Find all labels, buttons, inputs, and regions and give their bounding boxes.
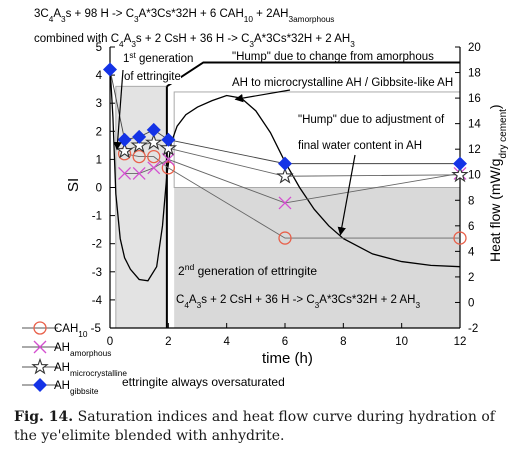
y-tick-label-left: -4 [92,295,103,307]
x-tick-label: 0 [107,336,113,348]
annotation-arrow-hump2 [337,154,356,236]
x-tick-label: 4 [223,336,230,348]
y-tick-label-right: 0 [468,297,474,309]
legend-star-marker [31,357,49,375]
y-tick-label-left: 2 [96,126,102,138]
legend: CAH10 -5 AHamorphous AHmicrocrystalline AHg… [22,321,127,396]
circle-marker [453,231,467,245]
reaction-equation-top: 3C4A3s + 98 H -> C3A*3Cs*32H + 6 CAH10 +… [34,8,334,24]
figure-caption: Fig. 14. Saturation indices and heat flo… [14,408,514,446]
x-marker-stroke [161,152,175,166]
annotation-hump2-line2: final water content in AH [298,140,422,152]
x-tick-label: 8 [340,336,346,348]
x-marker-stroke [132,166,146,180]
annotations: 1st generation of ettringite "Hump" due to… [113,51,453,389]
annotation-hump1-line1: "Hump" due to change from amorphous [232,51,434,63]
y-tick-label-left: 5 [96,42,102,54]
x-tick-label: 2 [165,336,171,348]
annotation-second-generation: 2nd generation of ettringite [178,262,317,278]
legend-label: AHamorphous [54,342,111,358]
caption-label: Fig. 14. [14,409,74,425]
y-tick-label-right: -2 [468,323,478,335]
star-marker [130,136,148,153]
annotation-hump1-line2: AH to microcrystalline AH / Gibbsite-lik… [232,77,453,89]
y-axis-label-left: SI [65,178,82,192]
saturation-index-series [103,62,469,245]
x-tick-label: 10 [395,336,408,348]
star-marker [159,138,178,156]
legend-label: AHmicrocrystalline [54,362,127,378]
annotation-oversaturated: ettringite always oversaturated [122,375,285,389]
x-marker-stroke [278,196,292,210]
star-marker [276,167,294,184]
x-marker [278,196,292,210]
heat-flow-curve [109,66,461,282]
x-tick-label: 12 [454,336,467,348]
diamond-marker [453,156,467,171]
heat-flow-line [109,66,461,282]
x-marker [132,166,146,180]
y-tick-label-right: 16 [468,93,481,105]
x-marker [147,161,161,175]
diamond-marker [146,122,161,137]
annotation-arrow-first [113,69,124,151]
diamond-marker [278,156,292,171]
circle-marker [161,161,175,175]
legend-circle-marker [33,321,47,335]
caption-text: Saturation indices and heat flow curve d… [14,409,495,444]
y-tick-label-left: -1 [92,211,102,223]
star-marker [145,133,163,150]
y-tick-label-right: 4 [468,246,475,258]
diamond-marker [161,132,176,147]
x-marker [118,166,132,180]
legend-label: CAH10 -5 [54,323,101,339]
series-line-x [124,158,461,204]
y-axis-label-right: Heat flow (mW/gdry cement) [487,104,509,262]
legend-label: AHgibbsite [54,380,99,396]
annotation-first-generation-2: of ettringite [124,71,181,83]
y-tick-label-right: 8 [468,195,474,207]
circle-marker [132,149,146,164]
star-marker [451,165,469,183]
y-tick-label-left: 1 [96,154,102,166]
x-axis-label: time (h) [262,350,313,367]
series-line-circle [124,153,460,239]
oversaturated-region-shading [115,85,461,329]
y-tick-label-right: 12 [468,144,481,156]
legend-diamond-marker [33,378,47,392]
legend-x-marker [33,340,47,354]
y-tick-label-right: 10 [468,170,481,182]
x-marker-stroke [147,161,161,175]
diamond-marker [103,62,117,77]
y-tick-label-left: 0 [96,183,102,195]
annotation-arrow-hump1 [234,89,291,103]
y-tick-label-left: 4 [96,70,103,82]
x-marker [161,152,175,166]
axis-ticks: 0 2 4 6 8 10 12-4-3-2-1012345-2024681012141618… [92,42,482,348]
x-marker-stroke [118,166,132,180]
annotation-first-generation-1: 1st generation [123,51,193,66]
x-marker-stroke [33,340,47,354]
annotation-hump2-line1: "Hump" due to adjustment of [298,114,445,126]
y-tick-label-right: 14 [468,119,481,131]
y-tick-label-right: 20 [468,42,481,54]
first-generation-box [115,85,168,329]
undersaturated-shade [174,187,460,328]
y-tick-label-right: 18 [468,68,481,80]
annotation-second-equation: C4A3s + 2 CsH + 36 H -> C3A*3Cs*32H + 2 … [176,294,420,310]
diamond-marker [132,129,147,144]
circle-marker [147,149,161,164]
y-tick-label-right: 2 [468,272,474,284]
x-tick-label: 6 [282,336,288,348]
chart: 3C4A3s + 98 H -> C3A*3Cs*32H + 6 CAH10 +… [22,8,509,396]
y-tick-label-left: -3 [92,267,102,279]
reaction-equation-combined: combined with C4A3s + 2 CsH + 36 H -> C3… [34,33,355,49]
y-tick-label-left: -2 [92,239,102,251]
y-tick-label-left: 3 [96,98,102,110]
circle-marker [278,231,292,245]
y-tick-label-right: 6 [468,221,474,233]
annotation-bg [121,69,181,84]
